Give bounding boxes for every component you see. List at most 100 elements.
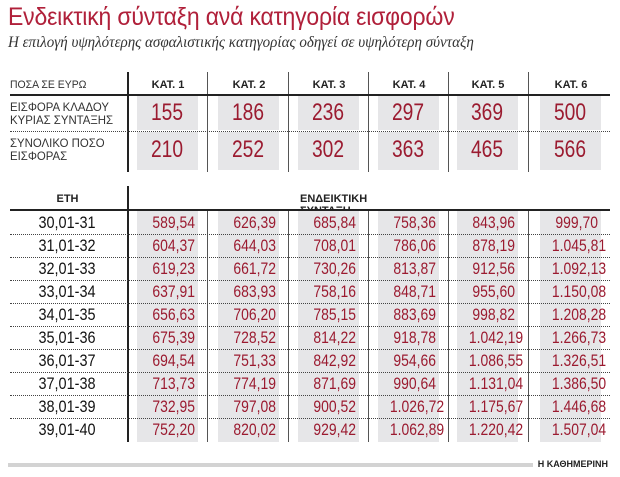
pension-value: 1.150,08 xyxy=(551,282,607,301)
pension-value: 955,60 xyxy=(472,282,515,301)
row-separator xyxy=(10,418,610,419)
table-cell: 369 xyxy=(457,96,518,130)
source-credit: Η ΚΑΘΗΜΕΡΙΝΗ xyxy=(537,459,608,469)
chart-subtitle: Η επιλογή υψηλότερης ασφαλιστικής κατηγο… xyxy=(8,34,474,51)
pension-value: 1.092,13 xyxy=(551,259,607,278)
pension-value: 912,56 xyxy=(472,259,515,278)
pension-value: 999,70 xyxy=(555,213,598,232)
pension-value: 797,08 xyxy=(233,397,276,416)
row-separator xyxy=(10,257,610,258)
column-divider xyxy=(368,72,369,172)
pension-value: 929,42 xyxy=(313,420,356,439)
year-range: 34,01-35 xyxy=(38,305,96,324)
pension-value: 1.208,28 xyxy=(551,305,607,324)
pension-value: 883,69 xyxy=(393,305,436,324)
header-rule xyxy=(10,209,610,211)
pension-value: 842,92 xyxy=(313,351,356,370)
year-range: 32,01-33 xyxy=(38,259,96,278)
pension-value: 694,54 xyxy=(152,351,195,370)
pension-value: 813,87 xyxy=(393,259,436,278)
table-cell: 363 xyxy=(378,132,439,170)
year-range: 37,01-38 xyxy=(38,374,96,393)
pension-value: 1.446,68 xyxy=(551,397,607,416)
pension-value: 990,64 xyxy=(393,374,436,393)
pension-value: 661,72 xyxy=(233,259,276,278)
pension-value: 1.042,19 xyxy=(468,328,524,347)
pension-value: 918,78 xyxy=(393,328,436,347)
pension-value: 814,22 xyxy=(313,328,356,347)
row-label: ΕΙΣΦΟΡΑ ΚΛΑΔΟΥ ΚΥΡΙΑΣ ΣΥΝΤΑΞΗΣ xyxy=(10,101,113,127)
pension-value: 708,01 xyxy=(313,236,356,255)
row-label-line: ΚΥΡΙΑΣ ΣΥΝΤΑΞΗΣ xyxy=(10,113,114,127)
row-separator xyxy=(10,303,610,304)
pension-value: 656,63 xyxy=(152,305,195,324)
pension-value: 900,52 xyxy=(313,397,356,416)
year-range: 36,01-37 xyxy=(38,351,96,370)
header-rule xyxy=(10,94,610,96)
table-cell: 566 xyxy=(540,132,601,170)
column-header-cat5: ΚΑΤ. 5 xyxy=(471,79,505,91)
pension-value: 637,91 xyxy=(152,282,195,301)
column-divider xyxy=(127,72,129,172)
column-header-cat6: ΚΑΤ. 6 xyxy=(554,79,588,91)
year-range: 31,01-32 xyxy=(38,236,96,255)
pension-value: 683,93 xyxy=(233,282,276,301)
pension-value: 758,16 xyxy=(313,282,356,301)
row-separator xyxy=(10,326,610,327)
pension-value: 1.086,55 xyxy=(468,351,524,370)
pension-value: 589,54 xyxy=(152,213,195,232)
pension-value: 1.062,89 xyxy=(389,420,445,439)
pension-value: 954,66 xyxy=(393,351,436,370)
pension-value: 1.175,67 xyxy=(468,397,524,416)
column-divider xyxy=(207,72,208,172)
pension-value: 751,33 xyxy=(233,351,276,370)
pension-value: 730,26 xyxy=(313,259,356,278)
row-label-line: ΣΥΝΟΛΙΚΟ ΠΟΣΟ xyxy=(10,136,105,150)
pension-value: 785,15 xyxy=(313,305,356,324)
year-range: 38,01-39 xyxy=(38,397,96,416)
row-separator xyxy=(10,395,610,396)
pension-value: 1.045,81 xyxy=(551,236,607,255)
table-cell: 155 xyxy=(137,96,198,130)
column-divider xyxy=(288,72,289,172)
row-separator xyxy=(10,131,610,132)
row-label: ΣΥΝΟΛΙΚΟ ΠΟΣΟ ΕΙΣΦΟΡΑΣ xyxy=(10,137,105,163)
pension-value: 843,96 xyxy=(472,213,515,232)
pension-value: 604,37 xyxy=(152,236,195,255)
pension-value: 998,82 xyxy=(472,305,515,324)
column-header-cat1: ΚΑΤ. 1 xyxy=(151,79,185,91)
pension-value: 732,95 xyxy=(152,397,195,416)
pension-value: 626,39 xyxy=(233,213,276,232)
pension-value: 1.220,42 xyxy=(468,420,524,439)
table-cell: 297 xyxy=(378,96,439,130)
table-cell: 465 xyxy=(457,132,518,170)
year-range: 39,01-40 xyxy=(38,420,96,439)
table-cell: 186 xyxy=(218,96,279,130)
year-range: 35,01-36 xyxy=(38,328,96,347)
pension-value: 1.026,72 xyxy=(389,397,445,416)
row-separator xyxy=(10,280,610,281)
row-separator xyxy=(10,372,610,373)
pension-value: 713,73 xyxy=(152,374,195,393)
pension-value: 644,03 xyxy=(233,236,276,255)
row-label-line: ΕΙΣΦΟΡΑ ΚΛΑΔΟΥ xyxy=(10,100,109,114)
table-cell: 252 xyxy=(218,132,279,170)
pension-value: 1.507,04 xyxy=(551,420,607,439)
column-header-cat4: ΚΑΤ. 4 xyxy=(392,79,426,91)
table-cell: 236 xyxy=(298,96,359,130)
column-divider xyxy=(448,72,449,172)
pension-value: 848,71 xyxy=(393,282,436,301)
pension-value: 752,20 xyxy=(152,420,195,439)
pension-value: 706,20 xyxy=(233,305,276,324)
pension-value: 786,06 xyxy=(393,236,436,255)
pension-value: 1.266,73 xyxy=(551,328,607,347)
pension-value: 820,02 xyxy=(233,420,276,439)
years-header: ΕΤΗ xyxy=(56,193,79,205)
pension-value: 871,69 xyxy=(313,374,356,393)
pension-value: 774,19 xyxy=(233,374,276,393)
pension-value: 758,36 xyxy=(393,213,436,232)
column-divider xyxy=(127,186,129,442)
table-cell: 302 xyxy=(298,132,359,170)
footer-rule xyxy=(8,463,533,467)
row-label-line: ΕΙΣΦΟΡΑΣ xyxy=(10,149,68,163)
